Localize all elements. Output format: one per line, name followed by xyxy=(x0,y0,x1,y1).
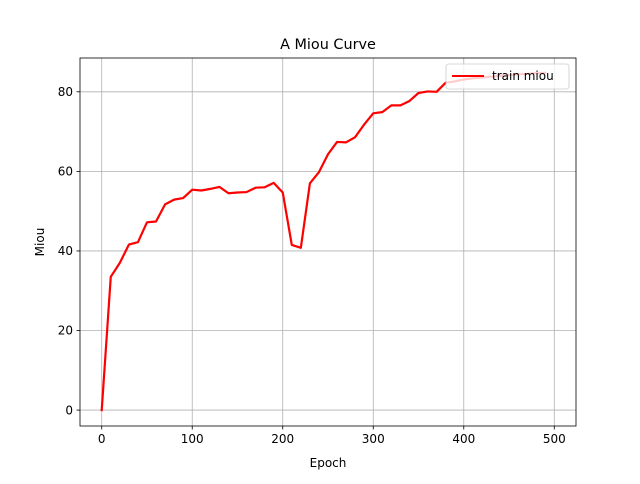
grid-lines xyxy=(80,58,576,426)
y-axis-label: Miou xyxy=(33,228,47,257)
x-tick-label: 0 xyxy=(98,432,106,446)
x-tick-label: 100 xyxy=(181,432,204,446)
chart-title: A Miou Curve xyxy=(280,37,376,53)
y-tick-label: 80 xyxy=(58,85,73,99)
y-tick-label: 60 xyxy=(58,165,73,179)
x-axis-ticks: 0 100 200 300 400 500 xyxy=(98,426,566,446)
y-tick-label: 40 xyxy=(58,244,73,258)
x-tick-label: 500 xyxy=(543,432,566,446)
x-axis-label: Epoch xyxy=(310,456,347,470)
x-tick-label: 300 xyxy=(362,432,385,446)
y-tick-label: 20 xyxy=(58,324,73,338)
legend: train miou xyxy=(445,63,570,90)
legend-label: train miou xyxy=(492,69,554,83)
legend-box xyxy=(445,63,570,90)
y-axis-ticks: 0 20 40 60 80 xyxy=(58,85,80,417)
x-tick-label: 400 xyxy=(452,432,475,446)
y-tick-label: 0 xyxy=(65,403,73,417)
x-tick-label: 200 xyxy=(271,432,294,446)
plot-frame xyxy=(79,57,577,427)
plot-area xyxy=(80,58,576,426)
